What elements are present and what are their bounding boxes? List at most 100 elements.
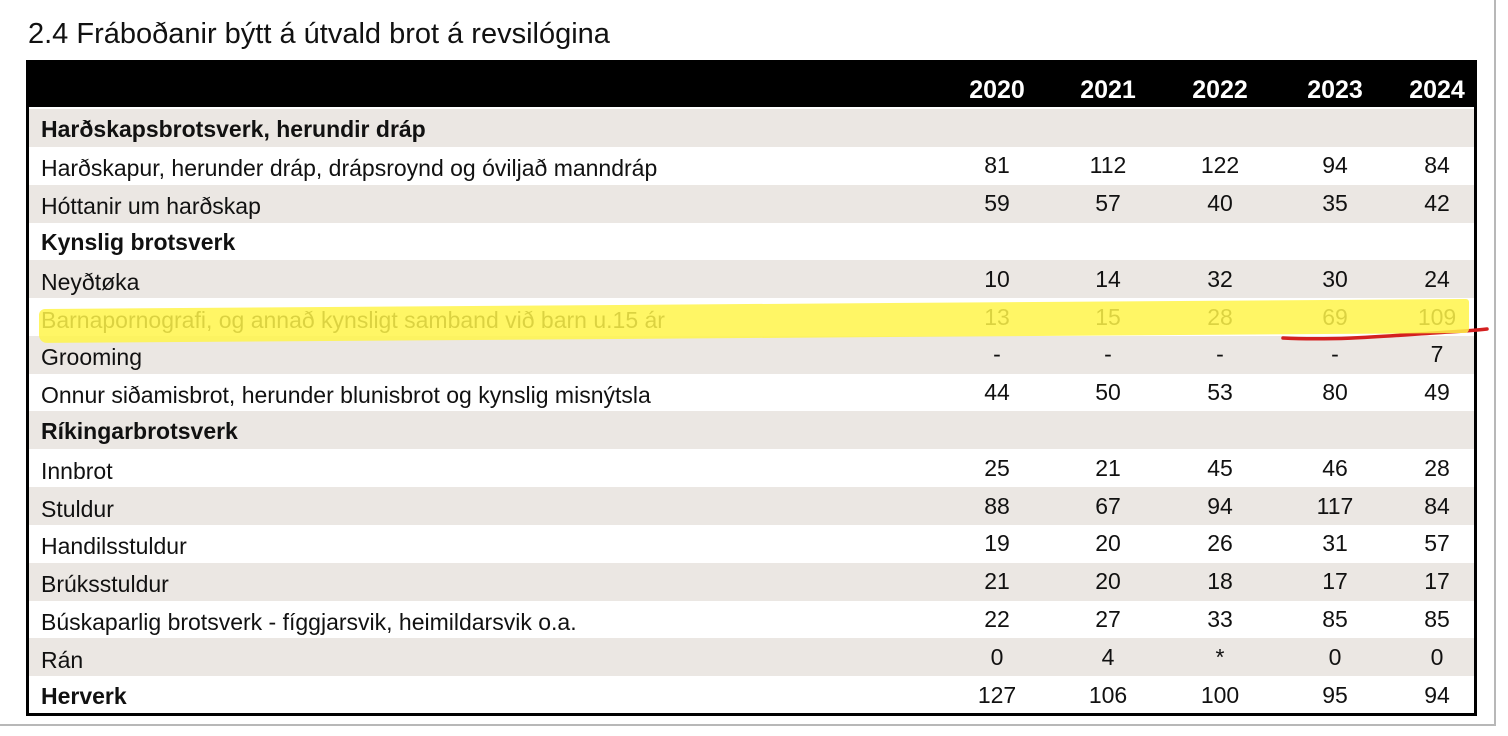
- value-cell: 24: [1424, 265, 1450, 292]
- value-cell: 59: [984, 190, 1010, 217]
- year-header: 2020: [969, 75, 1025, 104]
- value-cell: [957, 109, 1037, 147]
- value-cell: 117: [1316, 492, 1354, 519]
- value-cell: 18: [1207, 568, 1233, 595]
- value-cell: 44: [984, 379, 1010, 406]
- value-cell: 7: [1430, 341, 1444, 368]
- table-header-row: 2020 2021 2022 2023 2024: [29, 63, 1474, 107]
- row-label: Stuldur: [41, 495, 114, 522]
- value-cell: 28: [1424, 454, 1450, 481]
- value-cell: 106: [1088, 681, 1128, 708]
- table-row: Harðskapur, herunder dráp, drápsroynd og…: [29, 147, 1474, 185]
- row-label: Innbrot: [41, 457, 113, 484]
- value-cell: 31: [1322, 530, 1348, 557]
- value-cell: 17: [1424, 568, 1450, 595]
- value-cell: 25: [984, 454, 1010, 481]
- value-cell: 94: [1424, 681, 1450, 708]
- value-cell: 57: [1095, 190, 1121, 217]
- row-label: Harðskapsbrotsverk, herundir dráp: [41, 115, 426, 142]
- page-frame: [0, 0, 1496, 726]
- table-row: Hóttanir um harðskap 59 57 40 35 42: [29, 184, 1474, 223]
- value-cell: -: [993, 341, 1001, 368]
- value-cell: 112: [1089, 152, 1127, 179]
- value-cell: 57: [1424, 530, 1450, 557]
- value-cell: [1397, 109, 1477, 147]
- value-cell: 32: [1207, 265, 1233, 292]
- section-header-row: Harðskapsbrotsverk, herundir dráp: [29, 109, 1474, 147]
- value-cell: 17: [1322, 568, 1348, 595]
- value-cell: 21: [1095, 454, 1121, 481]
- value-cell: 81: [984, 152, 1010, 179]
- value-cell: 85: [1424, 605, 1450, 632]
- table-row: Grooming - - - - 7: [29, 335, 1474, 374]
- row-label: Hóttanir um harðskap: [41, 193, 261, 220]
- row-label: Neyðtøka: [41, 268, 140, 295]
- value-cell: 67: [1095, 492, 1121, 519]
- value-cell: 85: [1322, 605, 1348, 632]
- value-cell: [1068, 109, 1148, 147]
- year-header: 2021: [1080, 75, 1136, 104]
- value-cell: [957, 222, 1037, 260]
- value-cell: [1295, 411, 1375, 449]
- row-label: Onnur siðamisbrot, herunder blunisbrot o…: [41, 382, 651, 409]
- value-cell: 19: [984, 530, 1010, 557]
- value-cell: 33: [1207, 605, 1233, 632]
- value-cell: 53: [1207, 379, 1233, 406]
- table-row: Neyðtøka 10 14 32 30 24: [29, 260, 1474, 299]
- section-header-row: Kynslig brotsverk: [29, 222, 1474, 260]
- year-header: 2022: [1192, 75, 1248, 104]
- value-cell: 95: [1322, 681, 1348, 708]
- row-label: Handilsstuldur: [41, 533, 187, 560]
- value-cell: -: [1104, 341, 1112, 368]
- value-cell: 88: [984, 492, 1010, 519]
- value-cell: 94: [1207, 492, 1233, 519]
- section-header-row: Herverk 127 106 100 95 94: [29, 676, 1474, 714]
- value-cell: 14: [1095, 265, 1121, 292]
- value-cell: 20: [1095, 568, 1121, 595]
- value-cell: 0: [1430, 643, 1444, 670]
- value-cell: [957, 411, 1037, 449]
- value-cell: 42: [1424, 190, 1450, 217]
- row-label: Kynslig brotsverk: [41, 228, 236, 255]
- value-cell: 4: [1101, 643, 1115, 670]
- value-cell: [1295, 109, 1375, 147]
- row-label: Harðskapur, herunder dráp, drápsroynd og…: [41, 155, 658, 182]
- value-cell: [1068, 411, 1148, 449]
- row-label: Ríkingarbrotsverk: [41, 417, 238, 444]
- value-cell: 127: [977, 681, 1017, 708]
- table-row: Innbrot 25 21 45 46 28: [29, 449, 1474, 487]
- year-header: 2023: [1307, 75, 1363, 104]
- table-row: Búskaparlig brotsverk - fíggjarsvik, hei…: [29, 600, 1474, 638]
- row-label: Brúksstuldur: [41, 571, 169, 598]
- year-header: 2024: [1409, 75, 1465, 104]
- value-cell: -: [1216, 341, 1224, 368]
- value-cell: *: [1215, 643, 1225, 670]
- value-cell: 26: [1207, 530, 1233, 557]
- section-header-row: Ríkingarbrotsverk: [29, 411, 1474, 450]
- value-cell: 49: [1424, 379, 1450, 406]
- table-row: Stuldur 88 67 94 117 84: [29, 487, 1474, 525]
- value-cell: [1180, 411, 1260, 449]
- table-row: Rán 0 4 * 0 0: [29, 638, 1474, 677]
- statistics-table: 2020 2021 2022 2023 2024 Harðskapsbrotsv…: [26, 60, 1489, 716]
- value-cell: [1180, 109, 1260, 147]
- value-cell: 20: [1095, 530, 1121, 557]
- value-cell: 84: [1424, 152, 1450, 179]
- value-cell: -: [1331, 341, 1339, 368]
- page-title: 2.4 Fráboðanir býtt á útvald brot á revs…: [28, 18, 610, 50]
- value-cell: 21: [984, 568, 1010, 595]
- table-body: Harðskapsbrotsverk, herundir dráp Harðska…: [29, 63, 1474, 713]
- value-cell: 80: [1322, 379, 1348, 406]
- value-cell: 94: [1322, 152, 1348, 179]
- row-label: Herverk: [41, 682, 127, 709]
- table-row: Handilsstuldur 19 20 26 31 57: [29, 525, 1474, 563]
- row-label: Rán: [41, 646, 84, 673]
- value-cell: 22: [984, 605, 1010, 632]
- row-label: Grooming: [41, 344, 142, 371]
- value-cell: 30: [1322, 265, 1348, 292]
- row-label: Búskaparlig brotsverk - fíggjarsvik, hei…: [41, 608, 577, 635]
- value-cell: [1397, 222, 1477, 260]
- value-cell: 122: [1200, 152, 1240, 179]
- value-cell: 100: [1200, 681, 1240, 708]
- value-cell: 0: [990, 643, 1004, 670]
